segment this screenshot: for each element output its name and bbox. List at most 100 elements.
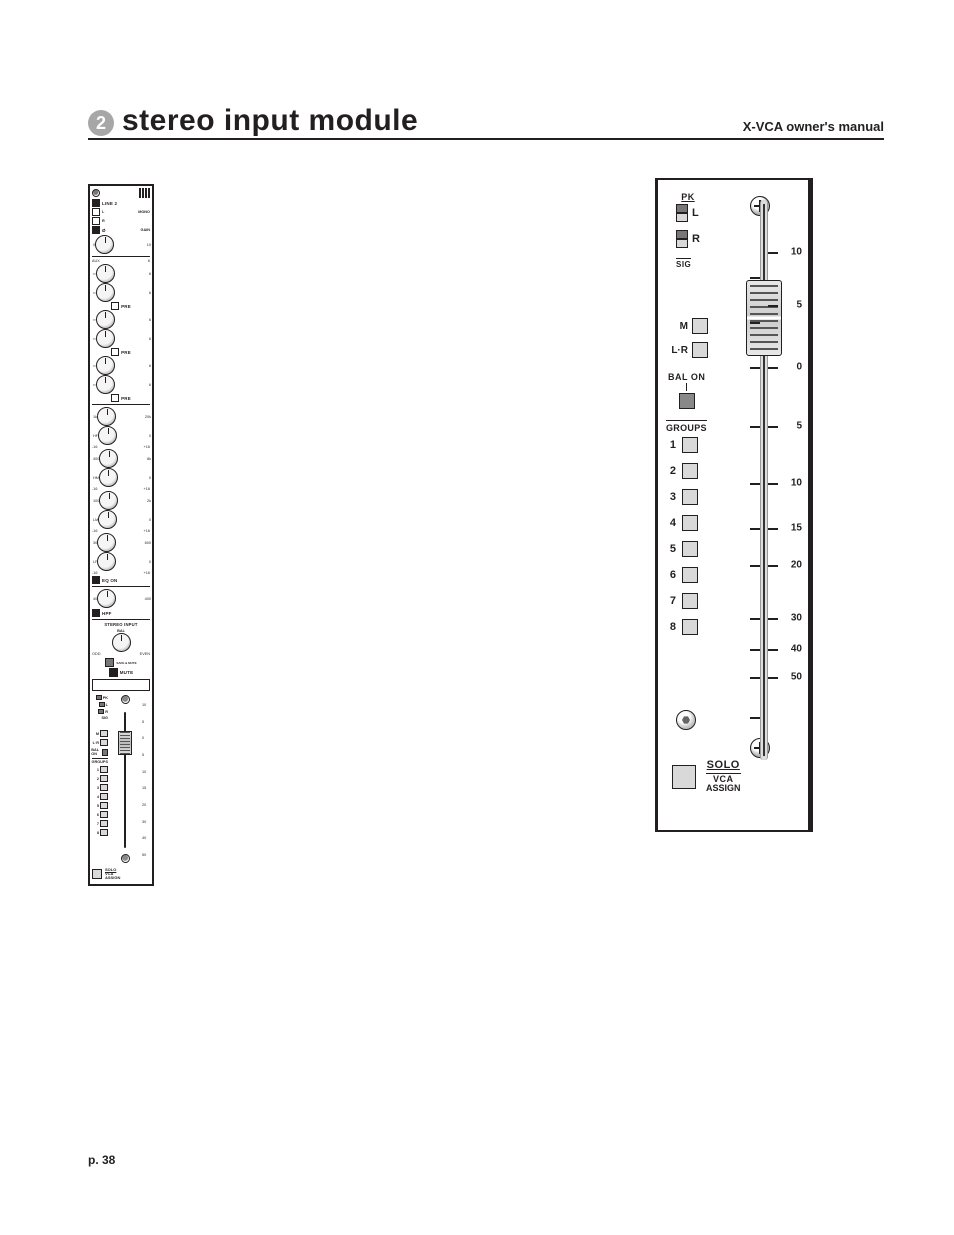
scale-tick [768, 252, 778, 254]
scale-label: 10 [791, 246, 802, 257]
manual-name: X-VCA owner's manual [743, 119, 884, 138]
mini-label: PK [96, 695, 108, 700]
left-tick [750, 483, 760, 485]
left-tick [750, 528, 760, 530]
scale-tick [768, 649, 778, 651]
mini-label: R [98, 709, 108, 714]
aux-knob-4 [96, 329, 115, 348]
even-label: EVEN [140, 652, 150, 656]
mini-scale-tick: 30 [142, 820, 146, 824]
scale-label: 10 [791, 477, 802, 488]
bal-on-button [679, 393, 695, 409]
scale-label: 0 [796, 362, 802, 373]
hpf-hi: 400 [145, 597, 151, 601]
lm-freq-knob [99, 491, 118, 510]
group-button-1 [682, 437, 698, 453]
hpf-button [92, 609, 100, 617]
aux-knob-2 [96, 283, 115, 302]
scale-tick [768, 367, 778, 369]
mini-fader-cap [118, 731, 132, 755]
mini-group-2: 2 [97, 775, 108, 782]
scale-tick [768, 528, 778, 530]
lr-label: L·R [666, 345, 688, 356]
lr-button [692, 342, 708, 358]
left-tick [750, 277, 760, 279]
group-label-4: 4 [666, 517, 676, 529]
pk-label: PK [676, 192, 700, 202]
pk-r-leds: R [676, 230, 700, 248]
hm-gain-knob [99, 468, 118, 487]
scale-label: 30 [791, 613, 802, 624]
scale-label: 5 [796, 421, 802, 432]
group-label-1: 1 [666, 439, 676, 451]
aux-knob-5 [96, 356, 115, 375]
hf-freq-knob [97, 407, 116, 426]
left-tick [750, 426, 760, 428]
eq-on-button [92, 576, 100, 584]
mini-fader-section: PKLRSIGML·RBAL ONGROUPS12345678 10505101… [92, 695, 150, 865]
left-tick [750, 677, 760, 679]
hpf-knob [97, 589, 116, 608]
scale-tick [768, 305, 778, 307]
scale-tick [768, 483, 778, 485]
channel-strip-diagram: LINE 2 LMONO R ØGAIN 0 10 AUX6 ∞6∞6PRE∞6… [88, 184, 154, 886]
write-strip [92, 679, 150, 691]
group-button-7 [682, 593, 698, 609]
group-button-8 [682, 619, 698, 635]
mini-group-7: 7 [97, 820, 108, 827]
safe-label: SAFE & MUTE [116, 661, 136, 665]
mini-group-5: 5 [97, 802, 108, 809]
scale-label: 50 [791, 672, 802, 683]
page-header: 2 stereo input module X-VCA owner's manu… [88, 104, 884, 140]
scale-tick [768, 618, 778, 620]
left-tick [750, 565, 760, 567]
mini-scale-tick: 20 [142, 803, 146, 807]
group-button-6 [682, 567, 698, 583]
m-label: M [666, 321, 688, 332]
left-tick [750, 717, 760, 719]
lm-gain-knob [98, 510, 117, 529]
m-button [692, 318, 708, 334]
line2-label: LINE 2 [102, 201, 117, 206]
mini-label: GROUPS [92, 758, 108, 764]
aux-knob-3 [96, 310, 115, 329]
mini-scale-tick: 0 [142, 736, 144, 740]
l-mono-button [92, 208, 100, 216]
odd-label: ODD [92, 652, 100, 656]
line2-button [92, 199, 100, 207]
mono-label: MONO [138, 210, 150, 214]
scale-tick [768, 677, 778, 679]
group-button-4 [682, 515, 698, 531]
hm-freq-knob [99, 449, 118, 468]
aux-knob-6 [96, 375, 115, 394]
group-label-5: 5 [666, 543, 676, 555]
group-button-5 [682, 541, 698, 557]
r-label: R [102, 219, 105, 223]
pre-checkbox-1 [111, 302, 119, 310]
mini-label: SIG [101, 716, 108, 720]
mini-scale-tick: 10 [142, 703, 146, 707]
sig-label: SIG [676, 258, 691, 269]
scale-tick [768, 426, 778, 428]
mini-group-6: 6 [97, 811, 108, 818]
r-label: R [692, 233, 700, 245]
bal-on-label: BAL ON [668, 372, 705, 382]
hf-gain-knob [98, 426, 117, 445]
mute-button [109, 668, 118, 677]
fader-left-ticks [750, 198, 760, 762]
group-label-6: 6 [666, 569, 676, 581]
group-button-3 [682, 489, 698, 505]
bal-knob [112, 633, 131, 652]
pk-l-leds: L [676, 204, 700, 222]
mini-scale-tick: 40 [142, 836, 146, 840]
aux-knob-1 [96, 264, 115, 283]
scale-tick [768, 565, 778, 567]
group-label-3: 3 [666, 491, 676, 503]
assign-label-mini: ASSIGN [105, 876, 120, 880]
aux-title: AUX [92, 259, 100, 263]
group-label-2: 2 [666, 465, 676, 477]
mini-label: M [96, 730, 108, 737]
screw-icon [121, 695, 130, 704]
mini-scale-tick: 10 [142, 770, 146, 774]
fader-panel-enlarged: PK L R SIG M L·R BAL ON GROUPS 12345678 … [655, 178, 813, 832]
